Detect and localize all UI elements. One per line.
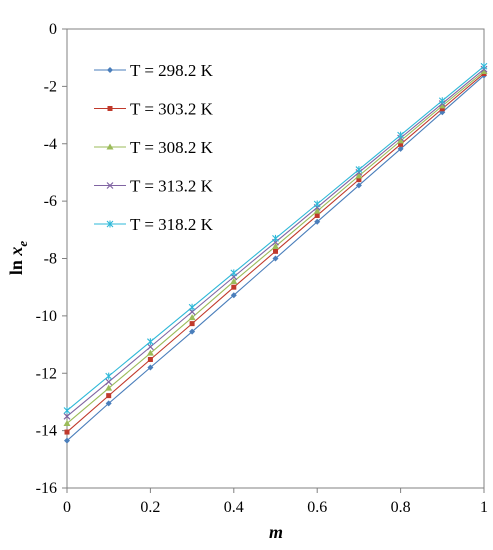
- data-point: [230, 269, 238, 277]
- legend-item: T = 313.2 K: [94, 177, 214, 196]
- legend-label: T = 303.2 K: [130, 100, 214, 119]
- legend-label: T = 313.2 K: [130, 177, 214, 196]
- x-tick-label: 0: [63, 499, 71, 516]
- x-axis-title: m: [269, 522, 283, 542]
- y-axis-title-main: ln: [6, 256, 26, 276]
- data-point: [397, 137, 405, 144]
- y-tick-label: -2: [44, 78, 57, 95]
- legend-label: T = 318.2 K: [130, 215, 214, 234]
- data-point: [105, 378, 113, 386]
- data-point: [63, 412, 71, 420]
- x-tick-label: 1: [480, 499, 488, 516]
- data-point: [105, 384, 113, 391]
- data-point: [231, 284, 237, 290]
- data-point: [438, 102, 446, 109]
- data-point: [313, 200, 321, 208]
- data-point: [398, 141, 404, 147]
- data-point: [272, 255, 279, 262]
- data-point: [397, 145, 404, 152]
- data-point: [106, 393, 112, 399]
- data-point: [356, 177, 362, 183]
- data-point: [105, 400, 112, 407]
- y-tick-label: -8: [44, 251, 57, 268]
- data-point: [146, 349, 154, 356]
- legend-label: T = 298.2 K: [130, 61, 214, 80]
- data-point: [230, 292, 237, 299]
- legend-marker: [107, 106, 113, 111]
- legend-item: T = 308.2 K: [94, 138, 214, 157]
- data-point: [188, 303, 196, 311]
- series-layer: [63, 62, 488, 444]
- data-point: [188, 314, 196, 321]
- y-axis-title: ln xe: [6, 241, 30, 276]
- legend-marker: [107, 67, 113, 73]
- data-point: [147, 356, 153, 362]
- x-tick-label: 0.8: [391, 499, 411, 516]
- data-point: [147, 364, 154, 371]
- x-tick-label: 0.4: [224, 499, 244, 516]
- data-point: [189, 328, 196, 335]
- y-tick-label: -12: [36, 365, 57, 382]
- y-tick-label: -10: [36, 308, 57, 325]
- legend-marker: [106, 143, 114, 150]
- legend: T = 298.2 K T = 303.2 K T = 308.2 K T = 313…: [94, 61, 214, 234]
- data-point: [146, 343, 154, 351]
- series-1: [64, 72, 487, 444]
- data-point: [397, 131, 404, 139]
- data-point: [147, 338, 154, 346]
- data-point: [355, 166, 363, 174]
- legend-marker: [106, 220, 114, 228]
- data-point: [272, 234, 279, 242]
- data-point: [189, 321, 195, 327]
- x-tick-label: 0.2: [140, 499, 160, 516]
- data-point: [273, 248, 278, 254]
- series-5: [63, 62, 488, 415]
- data-point: [480, 62, 488, 70]
- y-tick-label: -14: [36, 423, 57, 440]
- y-tick-label: -6: [44, 193, 57, 210]
- y-tick-label: -4: [44, 136, 57, 153]
- data-point: [439, 106, 445, 112]
- y-tick-label: 0: [49, 21, 57, 38]
- series-2: [64, 70, 487, 435]
- series-3: [63, 67, 488, 426]
- legend-item: T = 318.2 K: [94, 215, 214, 234]
- x-axis: 0 0.2 0.4 0.6 0.8 1: [63, 488, 488, 516]
- data-point: [313, 207, 321, 214]
- data-point: [63, 407, 71, 415]
- legend-item: T = 303.2 K: [94, 100, 214, 119]
- data-point: [314, 212, 320, 218]
- data-point: [105, 372, 113, 380]
- legend-item: T = 298.2 K: [94, 61, 214, 80]
- data-point: [63, 419, 71, 426]
- data-point: [438, 97, 446, 105]
- data-point: [64, 429, 70, 435]
- x-tick-label: 0.6: [307, 499, 327, 516]
- data-point: [314, 218, 321, 225]
- data-point: [272, 242, 279, 249]
- data-point: [355, 172, 363, 179]
- data-point: [480, 67, 488, 74]
- y-axis: 0 -2 -4 -6 -8 -10 -12 -14 -16: [36, 21, 67, 497]
- y-axis-title-sub: e: [15, 241, 30, 247]
- series-4: [63, 65, 488, 420]
- data-point: [355, 182, 362, 189]
- y-tick-label: -16: [36, 480, 57, 497]
- data-point: [64, 437, 70, 444]
- legend-marker: [106, 182, 114, 189]
- y-axis-title-var: x: [6, 247, 26, 257]
- legend-label: T = 308.2 K: [130, 138, 214, 157]
- data-point: [230, 277, 238, 284]
